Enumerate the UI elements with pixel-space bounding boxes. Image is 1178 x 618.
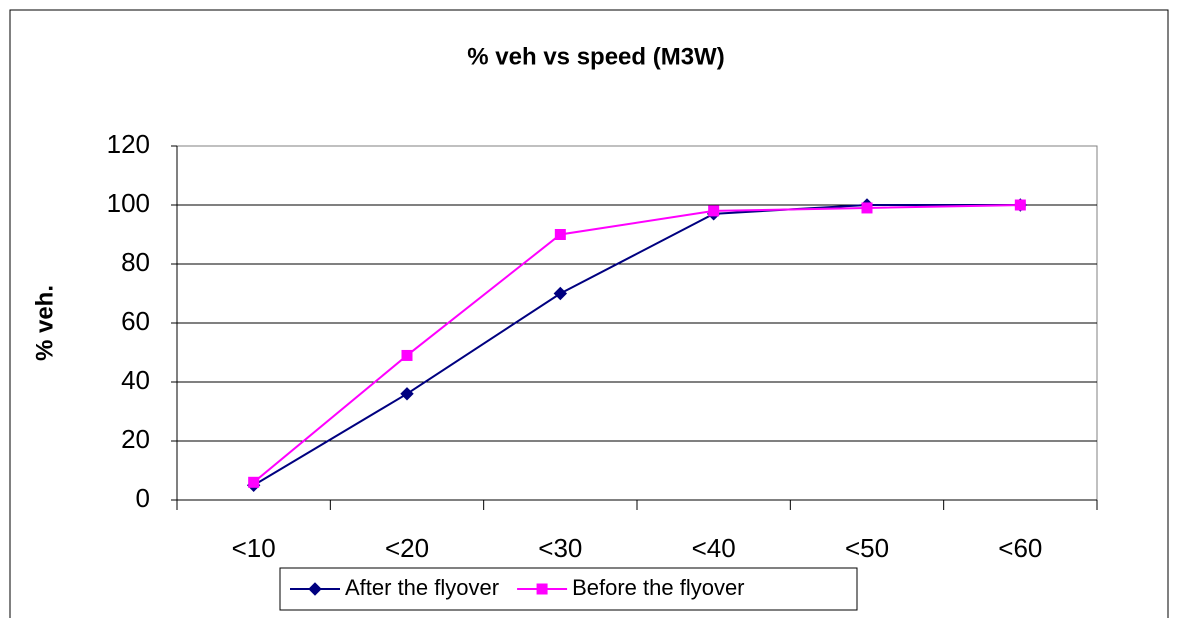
series-line: [253, 204, 1021, 487]
legend-marker: [536, 583, 548, 595]
legend-label: After the flyover: [345, 575, 499, 600]
y-axis-label: % veh.: [31, 285, 58, 361]
x-tick-label: <10: [232, 533, 276, 563]
y-tick-label: 60: [121, 306, 150, 336]
legend: [279, 567, 858, 611]
x-tick-label: <60: [998, 533, 1042, 563]
data-point: [248, 476, 260, 488]
y-tick-label: 100: [107, 188, 150, 218]
data-point: [708, 205, 720, 217]
data-point: [554, 229, 566, 240]
data-point: [553, 286, 568, 301]
data-point: [861, 202, 873, 214]
data-point: [401, 349, 413, 361]
y-tick-label: 0: [136, 483, 150, 513]
data-point: [400, 387, 414, 401]
y-tick-label: 80: [121, 247, 150, 277]
series-line: [253, 204, 1021, 484]
y-tick-label: 40: [121, 365, 150, 395]
legend-marker: [308, 582, 322, 596]
y-tick-label: 20: [121, 424, 150, 454]
chart-border: [9, 9, 1169, 618]
x-tick-label: <20: [385, 533, 429, 563]
legend-label: Before the flyover: [572, 575, 744, 600]
x-tick-label: <40: [692, 533, 736, 563]
y-tick-label: 120: [107, 129, 150, 159]
data-point: [1014, 199, 1026, 211]
x-tick-label: <30: [538, 533, 582, 563]
x-tick-label: <50: [845, 533, 889, 563]
chart-title: % veh vs speed (M3W): [467, 43, 724, 70]
